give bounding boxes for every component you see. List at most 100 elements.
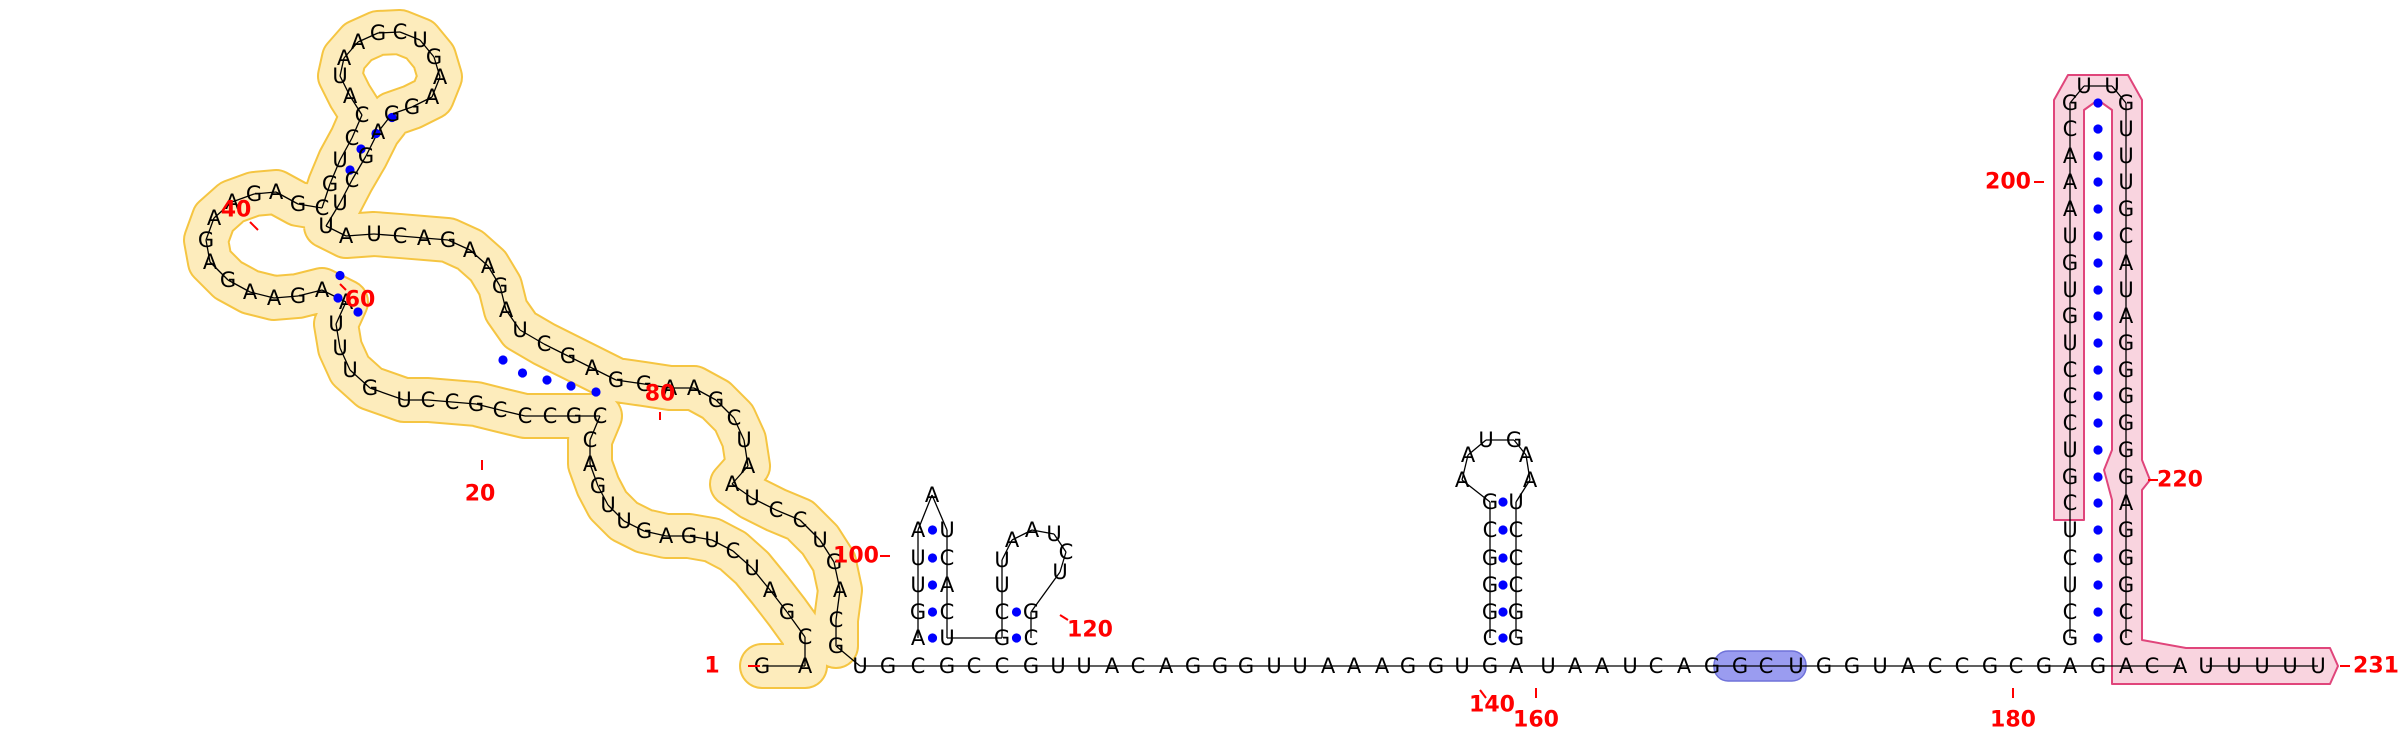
position-label: 60 — [345, 288, 376, 313]
nucleotide: A — [2063, 170, 2078, 194]
backbone-segment — [227, 279, 251, 293]
nucleotide: A — [583, 452, 598, 476]
backbone-segment — [799, 519, 821, 541]
nucleotide: G — [1508, 600, 1524, 624]
hairpin-highlight — [2053, 74, 2339, 685]
nucleotide: A — [207, 206, 222, 230]
base-pair-dot — [2093, 258, 2103, 268]
backbone-segment — [499, 409, 526, 417]
nucleotide: C — [995, 654, 1010, 678]
nucleotide: C — [593, 404, 608, 428]
backbone-segment — [743, 439, 749, 467]
nucleotide: A — [337, 46, 352, 70]
position-label: 140 — [1469, 693, 1515, 718]
position-label: 231 — [2353, 654, 2399, 679]
backbone-segment — [339, 179, 353, 204]
nucleotide: C — [1955, 654, 1970, 678]
nucleotide: C — [1483, 626, 1498, 650]
nucleotide: U — [2310, 654, 2325, 678]
position-tick — [339, 283, 347, 291]
nucleotide: C — [726, 539, 741, 563]
nucleotide: G — [2118, 411, 2134, 435]
backbone-segment — [343, 41, 359, 59]
nucleotide: G — [246, 182, 262, 206]
backbone-segment — [339, 75, 351, 97]
nucleotide: G — [828, 634, 844, 658]
backbone-segment — [399, 31, 421, 41]
backbone-segment — [321, 183, 331, 209]
nucleotide: C — [829, 608, 844, 632]
nucleotide: U — [2118, 144, 2133, 168]
nucleotide: U — [1050, 654, 1065, 678]
nucleotide: A — [371, 120, 386, 144]
nucleotide: C — [1928, 654, 1943, 678]
backbone-segment — [273, 295, 299, 299]
nucleotide: A — [2119, 491, 2134, 515]
base-pair-dot — [1498, 633, 1508, 643]
base-pair-dot — [2093, 338, 2103, 348]
base-pair-dot — [927, 580, 938, 590]
nucleotide: U — [412, 28, 427, 52]
nucleotide: C — [798, 625, 813, 649]
nucleotide: A — [1025, 518, 1040, 542]
nucleotide: A — [269, 180, 284, 204]
nucleotide: A — [911, 518, 926, 542]
backbone-segment — [591, 367, 617, 381]
nucleotide: U — [332, 336, 347, 360]
backbone-segment — [1011, 529, 1033, 541]
domain-highlights — [183, 9, 2339, 689]
backbone-segment — [411, 96, 433, 108]
nucleotide: C — [1483, 518, 1498, 542]
nucleotide: A — [1347, 654, 1362, 678]
nucleotide: G — [1704, 654, 1720, 678]
base-pair-dot — [2093, 525, 2103, 535]
base-pair-dot — [498, 355, 508, 365]
nucleotide: G — [994, 626, 1010, 650]
nucleotide: U — [1266, 654, 1281, 678]
nucleotide: C — [2063, 117, 2078, 141]
backbone-segment — [297, 289, 323, 297]
nucleotide: A — [1375, 654, 1390, 678]
nucleotide: U — [2062, 438, 2077, 462]
nucleotide: U — [2076, 74, 2091, 98]
nucleotide: G — [2118, 331, 2134, 355]
backbone-segment — [2069, 85, 2085, 104]
nucleotide: A — [1568, 654, 1583, 678]
nucleotide: C — [2063, 491, 2078, 515]
base-pair-dot — [2093, 204, 2103, 214]
backbone-segment — [1053, 533, 1067, 553]
backbone-segment — [377, 31, 401, 34]
backbone-segment — [335, 301, 347, 325]
nucleotide: A — [1677, 654, 1692, 678]
base-pair-dot — [2093, 472, 2103, 482]
nucleotide: A — [243, 280, 258, 304]
nucleotide: C — [1759, 654, 1774, 678]
nucleotide: G — [939, 654, 955, 678]
nucleotide: C — [2119, 626, 2134, 650]
nucleotide: G — [426, 45, 442, 69]
base-pair-dot — [927, 553, 938, 563]
base-pair-dot — [2093, 553, 2103, 563]
nucleotide: U — [2104, 74, 2119, 98]
backbone-segment — [431, 76, 441, 98]
nucleotide: U — [318, 214, 333, 238]
nucleotide: U — [939, 626, 954, 650]
nucleotide: C — [583, 428, 598, 452]
nucleotide: C — [393, 224, 408, 248]
nucleotide: U — [2062, 278, 2077, 302]
position-label: 80 — [645, 382, 676, 407]
nucleotide: C — [445, 390, 460, 414]
nucleotide: U — [600, 493, 615, 517]
nucleotide: U — [910, 546, 925, 570]
nucleotide: G — [198, 228, 214, 252]
nucleotide: C — [911, 654, 926, 678]
backbone-segment — [433, 56, 441, 78]
nucleotide: A — [2063, 144, 2078, 168]
backbone-segment — [786, 611, 806, 638]
nucleotide: U — [1292, 654, 1307, 678]
nucleotide: U — [2062, 224, 2077, 248]
position-label: 100 — [833, 544, 879, 569]
nucleotide: A — [2063, 654, 2078, 678]
nucleotide: A — [940, 573, 955, 597]
